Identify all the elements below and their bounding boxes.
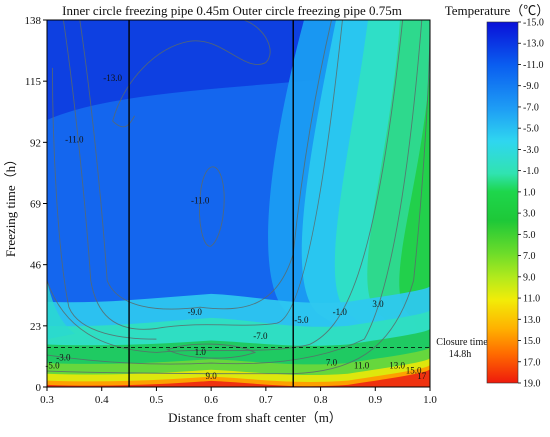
colorbar-tick-label-15: 15.0	[523, 336, 541, 347]
contour-lines	[47, 20, 430, 375]
contour-label-11: 9.0	[206, 371, 218, 381]
closure-label-line2: 14.8h	[449, 349, 472, 360]
colorbar-tick-label-1: -13.0	[523, 39, 544, 50]
colorbar-tick-label-13: 11.0	[523, 294, 540, 305]
contour-label-5: -5.0	[294, 315, 309, 325]
colorbar-tick-label-8: 1.0	[523, 187, 536, 198]
colorbar-tick-label-11: 7.0	[523, 251, 536, 262]
x-tick-label-5: 0.8	[314, 394, 328, 406]
y-tick-label-1: 23	[30, 321, 42, 333]
colorbar-tick-label-9: 3.0	[523, 209, 536, 220]
y-tick-label-4: 92	[30, 137, 41, 149]
y-tick-label-6: 138	[25, 15, 42, 27]
axes: 0.3 0.4 0.5 0.6 0.7 0.8 0.9 1.0 0 23 46 69 92 115 138	[25, 15, 438, 406]
colorbar-tick-label-12: 9.0	[523, 272, 536, 283]
contour-line-6	[166, 343, 257, 359]
x-tick-label-4: 0.7	[259, 394, 273, 406]
x-tick-label-0: 0.3	[40, 394, 54, 406]
contour-label-0: -13.0	[103, 73, 122, 83]
y-axis-label: Freezing time（h）	[3, 153, 18, 257]
contour-label-10: 1.0	[195, 347, 207, 357]
contour-label-9: -5.0	[45, 360, 60, 370]
closure-label-line1: Closure time	[436, 337, 488, 348]
chart-title: Inner circle freezing pipe 0.45m Outer c…	[62, 3, 402, 18]
contour-label-13: 11.0	[354, 360, 370, 370]
colorbar	[486, 21, 519, 384]
x-tick-label-2: 0.5	[150, 394, 164, 406]
x-tick-label-6: 0.9	[368, 394, 382, 406]
colorbar-tick-label-6: -3.0	[523, 145, 539, 156]
colorbar-tick-label-17: 19.0	[523, 379, 541, 390]
colorbar-ticks: -15.0 -13.0 -11.0 -9.0 -7.0 -5.0 -3.0 -1.0 1.0 3.…	[518, 18, 544, 390]
y-tick-label-5: 115	[25, 76, 42, 88]
contour-label-12: 7.0	[326, 358, 338, 368]
contour-line-8	[112, 115, 135, 128]
contour-label-4: -7.0	[253, 331, 268, 341]
contour-label-7: 3.0	[372, 299, 384, 309]
field-band-bottom-5	[47, 364, 430, 387]
contour-label-8: -3.0	[56, 352, 71, 362]
colorbar-tick-label-4: -7.0	[523, 102, 539, 113]
contour-line-3	[47, 20, 404, 353]
contour-line-9	[199, 166, 225, 247]
colorbar-tick-label-5: -5.0	[523, 124, 539, 135]
colorbar-tick-label-16: 17.0	[523, 357, 541, 368]
contour-line-0	[62, 20, 343, 330]
contour-label-14: 13.0	[389, 360, 405, 370]
contour-label-3: -9.0	[188, 307, 203, 317]
colorbar-tick-label-10: 5.0	[523, 230, 536, 241]
contour-line-7	[112, 20, 271, 122]
contour-label-2: -11.0	[191, 196, 210, 206]
contour-line-1	[79, 20, 332, 310]
contour-label-15: 15.0	[406, 366, 422, 376]
y-tick-label-3: 69	[30, 199, 42, 211]
colorbar-tick-label-7: -1.0	[523, 166, 539, 177]
contour-label-1: -11.0	[65, 134, 84, 144]
x-axis-label: Distance from shaft center（m）	[168, 410, 342, 425]
colorbar-tick-label-3: -9.0	[523, 81, 539, 92]
contour-line-5	[47, 20, 430, 375]
contour-line-4	[47, 20, 423, 365]
field-band-left	[47, 280, 75, 340]
y-tick-label-0: 0	[36, 382, 42, 394]
x-tick-label-1: 0.4	[95, 394, 109, 406]
contour-label-16: 17	[417, 371, 427, 381]
contour-label-6: -1.0	[333, 307, 348, 317]
colorbar-tick-label-14: 13.0	[523, 315, 541, 326]
contour-line-2	[52, 67, 157, 340]
colorbar-tick-label-0: -15.0	[523, 18, 544, 29]
plot-area	[47, 20, 430, 387]
x-tick-label-7: 1.0	[423, 394, 437, 406]
colorbar-title: Temperature（℃）	[445, 3, 550, 18]
colorbar-tick-label-2: -11.0	[523, 60, 543, 71]
field-band-bottom-6	[47, 368, 430, 387]
y-tick-label-2: 46	[30, 260, 42, 272]
plot-overlay: -13.0-11.0-11.0-9.0-7.0-5.0-1.03.0-3.0-5…	[45, 20, 430, 387]
field-band-bottom-4	[47, 357, 430, 387]
x-tick-label-3: 0.6	[204, 394, 218, 406]
